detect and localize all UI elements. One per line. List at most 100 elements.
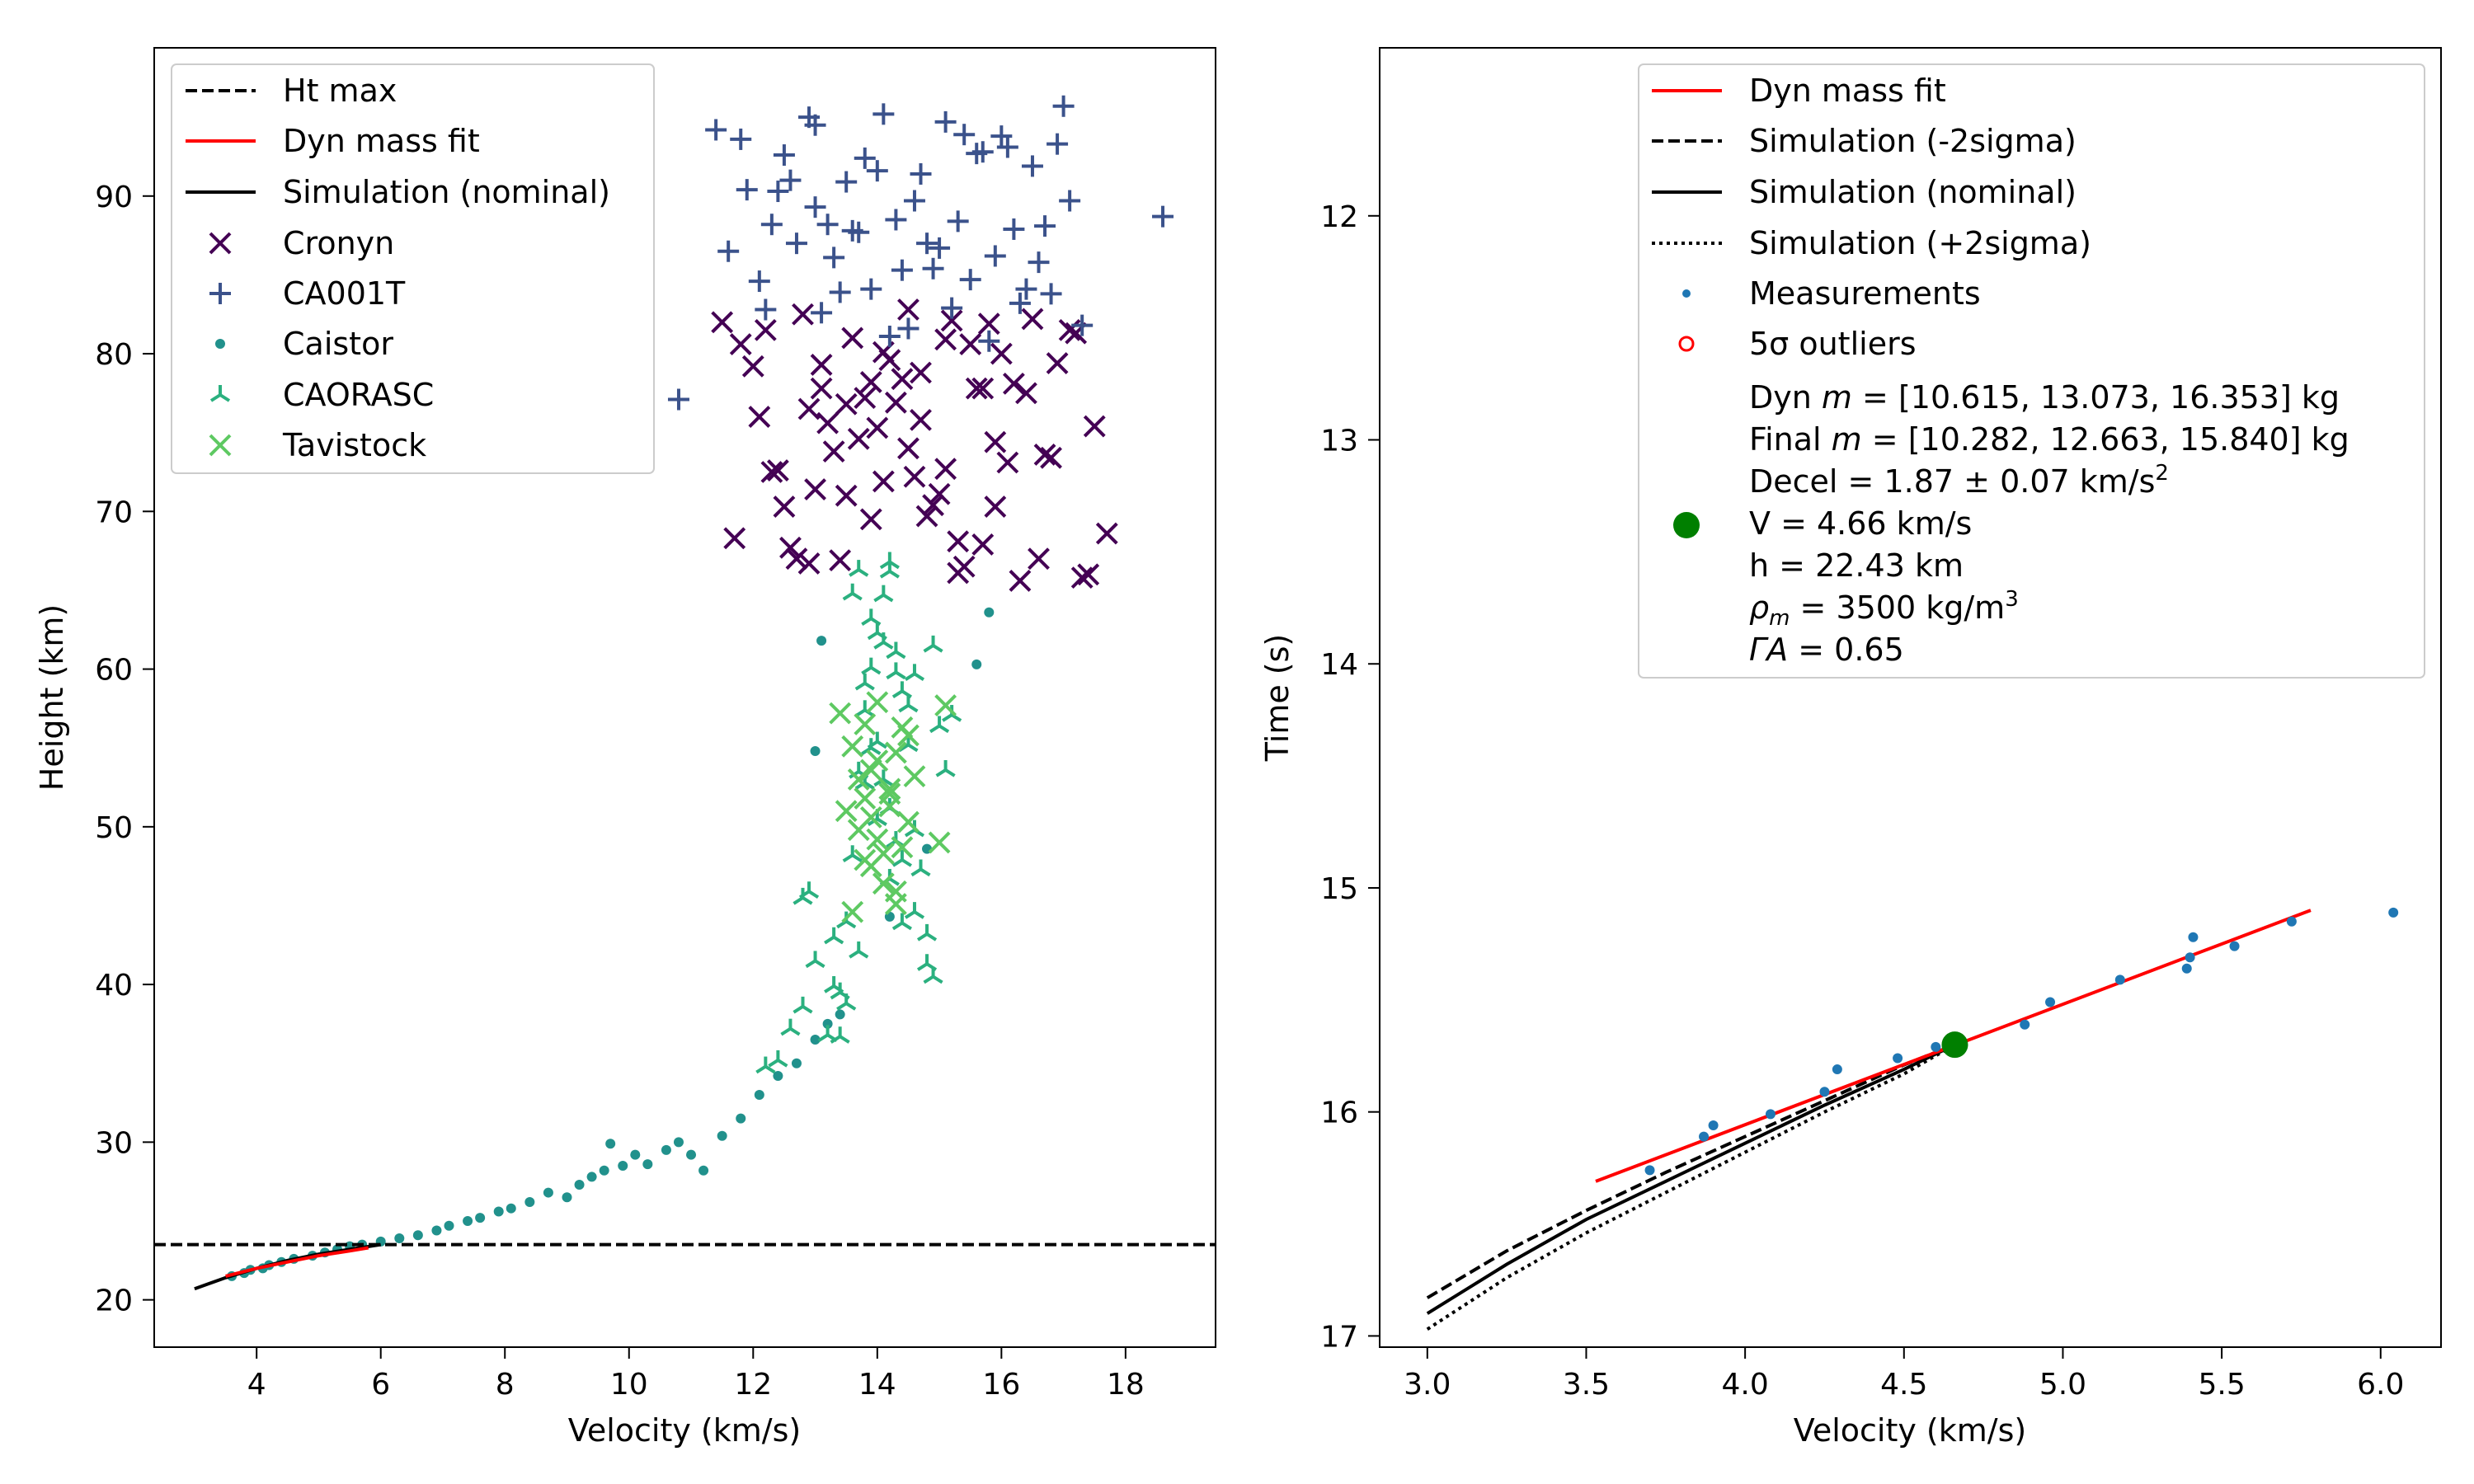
point-caistor xyxy=(543,1187,553,1198)
point-cronyn-stroke xyxy=(829,549,852,572)
point-caorasc xyxy=(824,927,844,945)
point-cronyn-stroke xyxy=(792,303,814,326)
point-cronyn-stroke xyxy=(996,451,1019,474)
point-caorasc-stroke xyxy=(849,950,860,959)
point-caorasc-stroke xyxy=(935,768,947,777)
point-caistor xyxy=(562,1192,572,1203)
point-ca001t xyxy=(929,237,951,259)
point-cronyn xyxy=(797,552,821,575)
point-tavistock-stroke xyxy=(878,777,901,801)
point-caistor xyxy=(412,1230,423,1241)
point-caorasc-stroke xyxy=(861,746,872,755)
point-ca001t xyxy=(1152,205,1174,228)
left-ytick-label: 80 xyxy=(95,338,133,372)
point-ca001t xyxy=(785,232,807,255)
point-caorasc-stroke xyxy=(863,682,875,691)
point-cronyn-stroke xyxy=(971,533,995,556)
point-caorasc xyxy=(842,583,863,601)
point-cronyn xyxy=(748,406,771,428)
point-cronyn xyxy=(897,298,920,321)
point-cronyn xyxy=(835,392,858,416)
point-tavistock-stroke xyxy=(859,758,882,782)
point-cronyn-stroke xyxy=(891,368,914,391)
right-ytick-label: 16 xyxy=(1320,1097,1358,1130)
point-caorasc-stroke xyxy=(842,853,854,862)
point-caorasc xyxy=(793,996,813,1014)
right-ytick-label: 17 xyxy=(1320,1320,1358,1354)
point-ca001t xyxy=(903,190,925,212)
point-cronyn-stroke xyxy=(884,391,907,414)
point-caistor xyxy=(773,1071,783,1082)
point-cronyn-stroke xyxy=(990,342,1013,365)
legend-label-measurements: Measurements xyxy=(1749,275,1981,312)
point-cronyn-stroke xyxy=(729,333,752,355)
point-ca001t xyxy=(1021,155,1043,177)
point-caorasc xyxy=(849,941,869,959)
point-cronyn xyxy=(891,368,914,391)
point-ca001t xyxy=(978,330,1000,352)
point-cronyn-stroke xyxy=(1021,308,1044,331)
point-caorasc xyxy=(916,923,938,942)
point-tavistock-stroke xyxy=(866,749,889,772)
point-caorasc-stroke xyxy=(916,932,929,942)
point-cronyn-stroke xyxy=(940,309,963,332)
point-ca001t xyxy=(860,278,882,300)
point-tavistock-stroke xyxy=(934,694,957,716)
point-cronyn-stroke xyxy=(1046,352,1069,374)
y-axis-label-right: Time (s) xyxy=(1259,634,1296,763)
point-caorasc xyxy=(916,954,938,971)
point-caorasc-stroke xyxy=(836,919,848,929)
point-tavistock xyxy=(866,691,889,714)
point-caorasc xyxy=(854,673,875,691)
point-tavistock xyxy=(829,702,852,725)
height-velocity-panel: 4 6 8 10 12 14 16 18 20 30 40 50 60 70 80 90 Velocity (… xyxy=(34,47,1216,1449)
measurement-point xyxy=(1832,1064,1842,1075)
point-cronyn-stroke xyxy=(741,355,764,378)
point-cronyn xyxy=(835,484,858,507)
point-cronyn xyxy=(934,458,957,481)
point-cronyn-stroke xyxy=(841,326,864,350)
point-ca001t xyxy=(816,214,839,236)
point-caistor xyxy=(754,1089,764,1100)
point-caistor xyxy=(736,1113,746,1124)
point-ca001t xyxy=(835,171,858,193)
point-ca001t xyxy=(829,281,851,303)
point-caorasc-stroke xyxy=(907,743,919,753)
legend-label-outliers: 5σ outliers xyxy=(1749,326,1917,362)
fit-info-density: ρm = 3500 kg/m3 xyxy=(1749,587,2019,631)
point-caorasc-stroke xyxy=(861,617,872,627)
point-tavistock-stroke xyxy=(854,848,877,871)
point-caistor xyxy=(506,1203,516,1214)
point-cronyn xyxy=(1015,382,1037,405)
measurement-point xyxy=(1765,1109,1776,1120)
point-tavistock-stroke xyxy=(847,819,870,842)
measurement-point xyxy=(1893,1053,1903,1064)
point-ca001t xyxy=(1071,314,1094,336)
point-cronyn-stroke xyxy=(872,470,895,493)
right-xtick-label: 5.5 xyxy=(2198,1368,2245,1402)
point-caorasc xyxy=(910,859,931,877)
point-cronyn-stroke xyxy=(934,328,957,351)
point-cronyn xyxy=(910,361,932,384)
point-caorasc-stroke xyxy=(793,1005,804,1014)
point-cronyn-stroke xyxy=(1009,570,1032,592)
point-caorasc-stroke xyxy=(867,631,878,641)
point-cronyn-stroke xyxy=(897,437,920,460)
point-cronyn xyxy=(1083,415,1106,438)
point-cronyn xyxy=(711,311,734,334)
point-caorasc-stroke xyxy=(913,910,925,919)
point-tavistock xyxy=(859,758,882,782)
point-cronyn xyxy=(785,547,808,571)
legend-marker-caorasc xyxy=(209,385,231,402)
point-caorasc-stroke xyxy=(824,984,835,993)
point-cronyn xyxy=(947,561,970,585)
point-tavistock-stroke xyxy=(854,713,877,735)
legend-right: Dyn mass fit Simulation (-2sigma) Simula… xyxy=(1638,63,2425,679)
point-cronyn-stroke xyxy=(1077,563,1100,586)
point-tavistock xyxy=(903,765,926,788)
point-caistor xyxy=(835,1009,845,1020)
point-caorasc xyxy=(805,951,825,969)
point-tavistock xyxy=(884,880,907,903)
point-cronyn xyxy=(872,470,895,493)
point-caorasc-stroke xyxy=(882,777,894,787)
